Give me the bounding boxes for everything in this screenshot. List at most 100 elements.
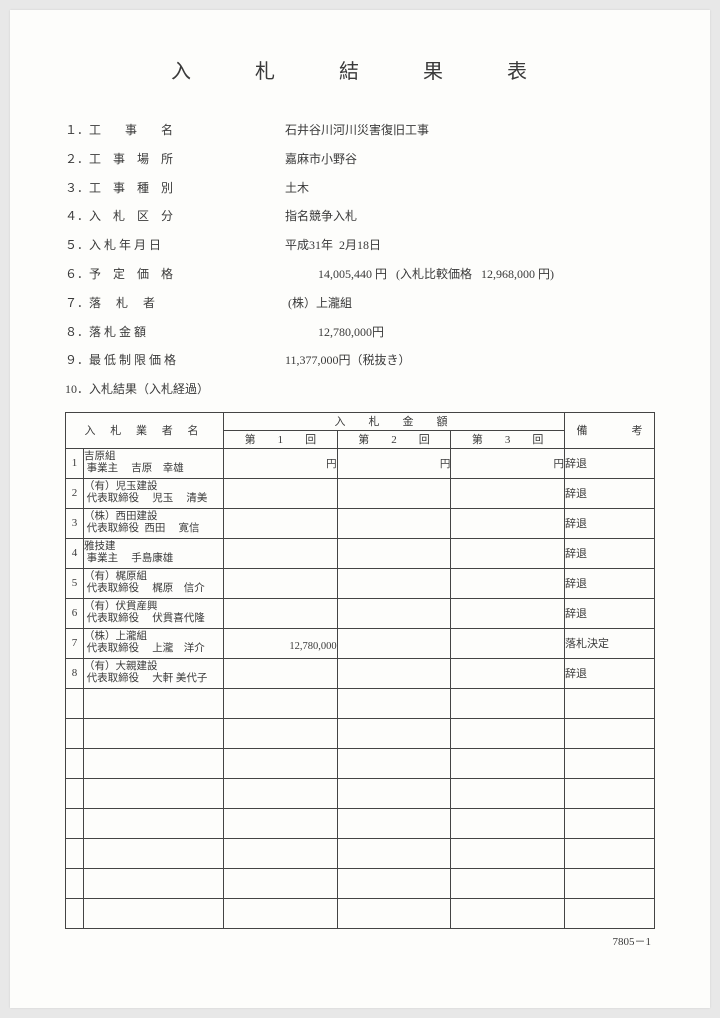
th-bid-amount: 入 札 金 額: [224, 412, 565, 430]
bid-amount-cell: 円: [224, 448, 338, 478]
footer-code: 7805－1: [65, 933, 655, 949]
th-remarks: 備 考: [565, 412, 655, 448]
bidder-name: （有）児玉建設 代表取締役 児玉 清美: [84, 478, 224, 508]
bidder-name: （有）大親建設 代表取締役 大軒 美代子: [84, 658, 224, 688]
info-label: ６．予 定 価 格: [65, 266, 285, 283]
info-label: ９．最 低 制 限 価 格: [65, 352, 285, 369]
table-row: 6（有）伏貫産興 代表取締役 伏貫喜代隆 辞退: [66, 598, 655, 628]
bid-amount-cell: [337, 568, 451, 598]
bid-amount-cell: [337, 538, 451, 568]
info-label: ５．入 札 年 月 日: [65, 237, 285, 254]
table-row: 8（有）大親建設 代表取締役 大軒 美代子 辞退: [66, 658, 655, 688]
bidder-name: （株）西田建設 代表取締役 西田 寛信: [84, 508, 224, 538]
info-label: 10．入札結果（入札経過）: [65, 381, 285, 398]
bid-amount-cell: [451, 508, 565, 538]
bid-amount-cell: [337, 508, 451, 538]
remarks-cell: 落札決定: [565, 628, 655, 658]
bidder-name: （有）梶原組 代表取締役 梶原 信介: [84, 568, 224, 598]
bid-amount-cell: [224, 508, 338, 538]
row-number: 2: [66, 478, 84, 508]
table-row: 3（株）西田建設 代表取締役 西田 寛信辞退: [66, 508, 655, 538]
table-row: [66, 838, 655, 868]
table-row: [66, 868, 655, 898]
th-round-2: 第 2 回: [337, 430, 451, 448]
info-value: (株）上瀧組: [285, 295, 352, 312]
remarks-cell: 辞退: [565, 538, 655, 568]
remarks-cell: 辞退: [565, 478, 655, 508]
bidder-name: （有）伏貫産興 代表取締役 伏貫喜代隆: [84, 598, 224, 628]
remarks-cell: 辞退: [565, 598, 655, 628]
table-row: 1吉原組 事業主 吉原 幸雄円円円辞退: [66, 448, 655, 478]
bidder-name: 吉原組 事業主 吉原 幸雄: [84, 448, 224, 478]
bid-table-body: 1吉原組 事業主 吉原 幸雄円円円辞退2（有）児玉建設 代表取締役 児玉 清美辞…: [66, 448, 655, 928]
info-label: ３．工 事 種 別: [65, 180, 285, 197]
bid-amount-cell: 12,780,000: [224, 628, 338, 658]
bid-table: 入 札 業 者 名 入 札 金 額 備 考 第 1 回 第 2 回 第 3 回 …: [65, 412, 655, 929]
table-row: [66, 718, 655, 748]
bidder-name: （株）上瀧組 代表取締役 上瀧 洋介: [84, 628, 224, 658]
info-row: ７．落 札 者 (株）上瀧組: [65, 295, 655, 312]
info-value: 土木: [285, 180, 309, 197]
row-number: 7: [66, 628, 84, 658]
info-label: ７．落 札 者: [65, 295, 285, 312]
info-value: 指名競争入札: [285, 208, 357, 225]
bidder-name: 雅技建 事業主 手島康雄: [84, 538, 224, 568]
remarks-cell: 辞退: [565, 568, 655, 598]
row-number: 4: [66, 538, 84, 568]
remarks-cell: 辞退: [565, 508, 655, 538]
table-row: 5（有）梶原組 代表取締役 梶原 信介 辞退: [66, 568, 655, 598]
bid-amount-cell: [451, 628, 565, 658]
bid-amount-cell: 円: [337, 448, 451, 478]
bid-amount-cell: [451, 658, 565, 688]
bid-amount-cell: [451, 568, 565, 598]
info-row: １．工 事 名石井谷川河川災害復旧工事: [65, 122, 655, 139]
table-row: 2（有）児玉建設 代表取締役 児玉 清美 辞退: [66, 478, 655, 508]
info-label: ２．工 事 場 所: [65, 151, 285, 168]
remarks-cell: 辞退: [565, 658, 655, 688]
th-round-1: 第 1 回: [224, 430, 338, 448]
th-bidder-name: 入 札 業 者 名: [66, 412, 224, 448]
info-row: ２．工 事 場 所嘉麻市小野谷: [65, 151, 655, 168]
table-row: [66, 748, 655, 778]
row-number: 1: [66, 448, 84, 478]
info-row: ５．入 札 年 月 日平成31年 2月18日: [65, 237, 655, 254]
table-row: [66, 898, 655, 928]
bid-amount-cell: [224, 538, 338, 568]
info-value: 12,780,000円: [285, 324, 384, 341]
info-label: １．工 事 名: [65, 122, 285, 139]
table-row: 7（株）上瀧組 代表取締役 上瀧 洋介12,780,000 落札決定: [66, 628, 655, 658]
bid-amount-cell: [337, 598, 451, 628]
info-value: 石井谷川河川災害復旧工事: [285, 122, 429, 139]
bid-amount-cell: [451, 478, 565, 508]
bid-amount-cell: 円: [451, 448, 565, 478]
row-number: 5: [66, 568, 84, 598]
bid-table-head: 入 札 業 者 名 入 札 金 額 備 考 第 1 回 第 2 回 第 3 回: [66, 412, 655, 448]
table-row: [66, 808, 655, 838]
bid-amount-cell: [337, 478, 451, 508]
info-label: ４．入 札 区 分: [65, 208, 285, 225]
bid-amount-cell: [451, 538, 565, 568]
row-number: 8: [66, 658, 84, 688]
th-round-3: 第 3 回: [451, 430, 565, 448]
bid-amount-cell: [224, 568, 338, 598]
document-page: 入 札 結 果 表 １．工 事 名石井谷川河川災害復旧工事２．工 事 場 所嘉麻…: [10, 10, 710, 1008]
info-label: ８．落 札 金 額: [65, 324, 285, 341]
bid-amount-cell: [337, 628, 451, 658]
info-value: 14,005,440 円 (入札比較価格 12,968,000 円): [285, 266, 554, 283]
info-row: 10．入札結果（入札経過）: [65, 381, 655, 398]
info-value: 平成31年 2月18日: [285, 237, 381, 254]
info-section: １．工 事 名石井谷川河川災害復旧工事２．工 事 場 所嘉麻市小野谷３．工 事 …: [65, 122, 655, 398]
table-row: [66, 688, 655, 718]
info-value: 11,377,000円（税抜き）: [285, 352, 411, 369]
bid-amount-cell: [224, 478, 338, 508]
page-title: 入 札 結 果 表: [65, 55, 655, 84]
remarks-cell: 辞退: [565, 448, 655, 478]
info-row: ３．工 事 種 別土木: [65, 180, 655, 197]
bid-amount-cell: [224, 658, 338, 688]
table-row: 4雅技建 事業主 手島康雄 辞退: [66, 538, 655, 568]
info-value: 嘉麻市小野谷: [285, 151, 357, 168]
bid-amount-cell: [451, 598, 565, 628]
row-number: 6: [66, 598, 84, 628]
info-row: ６．予 定 価 格 14,005,440 円 (入札比較価格 12,968,00…: [65, 266, 655, 283]
info-row: ９．最 低 制 限 価 格11,377,000円（税抜き）: [65, 352, 655, 369]
